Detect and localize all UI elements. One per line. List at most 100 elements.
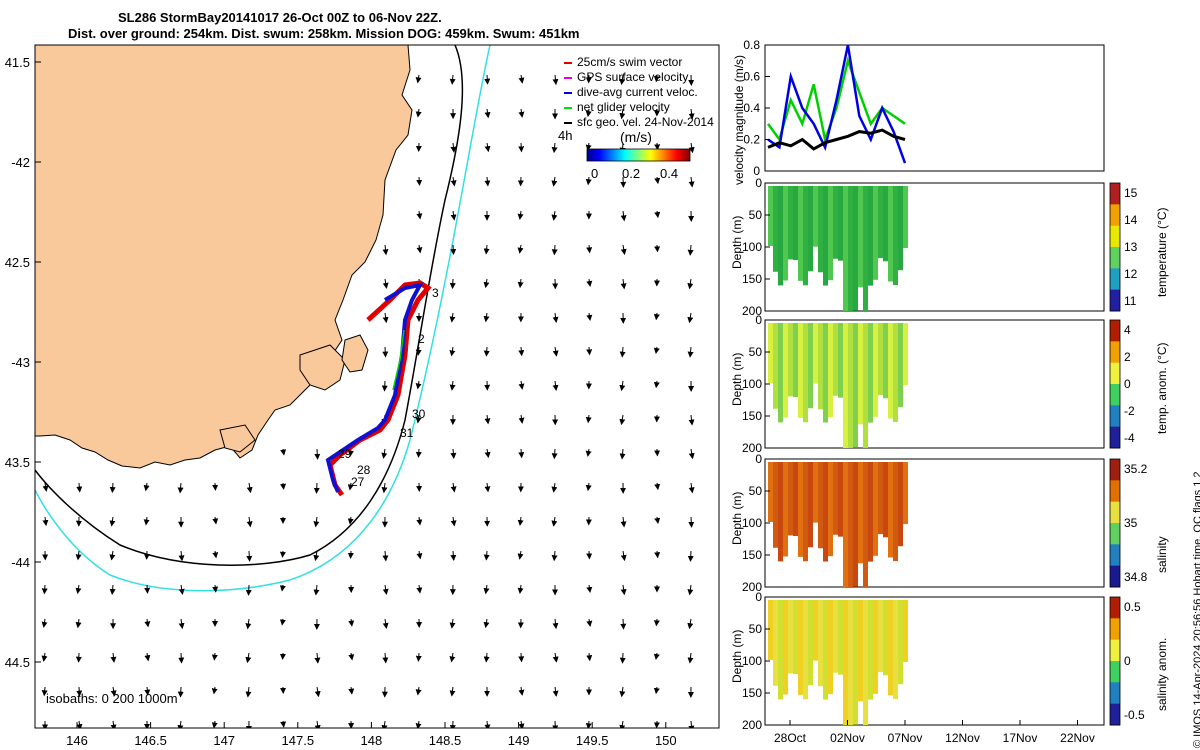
velocity-arrow	[619, 74, 626, 86]
velocity-arrow	[109, 584, 116, 595]
depth-ytick: 50	[749, 484, 763, 498]
section-column	[883, 323, 888, 399]
velocity-arrow	[382, 618, 389, 630]
velocity-arrow	[279, 618, 286, 626]
glider-track-current	[325, 282, 424, 493]
velocity-arrow	[110, 720, 117, 728]
velocity-arrow	[41, 686, 48, 697]
section-column	[873, 600, 878, 694]
velocity-arrow	[654, 176, 661, 185]
section-column	[768, 462, 773, 522]
colorbar-segment	[1110, 268, 1120, 291]
section-column	[793, 462, 798, 537]
depth-ytick: 100	[742, 377, 762, 391]
lat-tick: -44	[11, 555, 30, 570]
velocity-arrow	[552, 618, 559, 630]
velocity-arrow	[449, 312, 456, 323]
velocity-arrow	[313, 550, 320, 562]
section-column	[788, 323, 793, 397]
velocity-arrow	[551, 176, 558, 187]
velocity-arrow	[586, 346, 593, 356]
velocity-arrow	[212, 584, 219, 593]
velocity-arrow	[382, 550, 389, 562]
legend-label: 25cm/s swim vector	[577, 55, 682, 69]
section-column	[853, 186, 858, 311]
section-column	[783, 186, 788, 281]
velocity-arrow	[620, 516, 627, 528]
day-labels: 3 2 30 31 29 28 27	[338, 286, 439, 489]
velocity-arrow	[450, 176, 457, 187]
colorbar-tick: 0.2	[622, 166, 640, 181]
velocity-arrow	[483, 652, 490, 663]
depth-ylabel: Depth (m)	[730, 630, 744, 683]
section-column	[853, 323, 858, 448]
velocity-arrow	[653, 652, 660, 661]
glider-track-swim	[327, 280, 432, 497]
section-column	[803, 186, 808, 286]
velocity-arrow	[518, 346, 525, 357]
velocity-ytick: 0	[753, 164, 760, 178]
colorbar-tick: -0.5	[1124, 708, 1145, 722]
velocity-arrow	[415, 720, 422, 728]
velocity-arrow	[688, 516, 695, 528]
depth-ytick: 150	[742, 686, 762, 700]
colorbar-tick: 0	[1124, 654, 1131, 668]
section-column	[853, 600, 858, 725]
colorbar-segment	[1110, 183, 1120, 205]
velocity-arrow	[382, 278, 389, 289]
velocity-arrow	[585, 448, 592, 457]
island	[341, 334, 369, 373]
velocity-arrow	[280, 448, 287, 456]
velocity-arrow	[653, 618, 660, 627]
colorbar-segment	[1110, 565, 1120, 588]
section-column	[898, 323, 903, 408]
velocity-arrow	[688, 448, 695, 460]
velocity-arrow	[586, 584, 593, 594]
velocity-arrow	[144, 652, 151, 662]
velocity-arrow	[415, 346, 422, 356]
lat-tick-labels: 41.5 -42 42.5 -43 43.5 -44 44.5	[5, 55, 41, 670]
velocity-arrow	[381, 482, 388, 494]
legend-label: GPS surface velocity	[577, 70, 688, 84]
time-tick: 28Oct	[774, 731, 807, 745]
island-south	[219, 424, 256, 453]
velocity-arrow	[416, 584, 423, 594]
section-column	[773, 186, 778, 272]
velocity-arrow	[347, 516, 354, 525]
velocity-arrow	[551, 448, 558, 460]
velocity-arrow	[483, 312, 490, 323]
velocity-arrow	[688, 142, 695, 154]
velocity-arrow	[416, 550, 423, 560]
section-column	[848, 462, 853, 587]
velocity-arrow	[449, 686, 456, 697]
velocity-arrow	[517, 516, 524, 527]
velocity-arrow	[517, 244, 524, 254]
section-column	[868, 462, 873, 562]
section-column	[828, 186, 833, 281]
section-column	[823, 323, 828, 423]
velocity-arrow	[688, 482, 695, 494]
section-column	[883, 186, 888, 262]
colorbar-tick: -2	[1124, 404, 1135, 418]
section-column	[833, 186, 838, 259]
velocity-arrow	[143, 516, 150, 526]
velocity-arrow	[41, 618, 48, 628]
velocity-arrow	[518, 414, 525, 424]
velocity-arrow	[279, 550, 286, 558]
velocity-arrow	[212, 516, 219, 525]
section-column	[778, 323, 783, 423]
velocity-ytick: 0.6	[743, 70, 760, 84]
velocity-arrow	[654, 244, 661, 253]
velocity-arrow	[109, 482, 116, 494]
velocity-arrow	[552, 74, 559, 86]
section-column	[868, 600, 873, 700]
velocity-arrow	[687, 584, 694, 596]
velocity-arrow	[348, 618, 355, 627]
velocity-arrow	[687, 652, 694, 664]
colorbar-tick: -4	[1124, 431, 1135, 445]
velocity-arrow	[620, 244, 627, 256]
depth-ytick: 200	[742, 580, 762, 594]
velocity-arrow	[41, 584, 48, 595]
day-label: 30	[412, 407, 426, 421]
colorbar-segment	[1110, 661, 1120, 683]
